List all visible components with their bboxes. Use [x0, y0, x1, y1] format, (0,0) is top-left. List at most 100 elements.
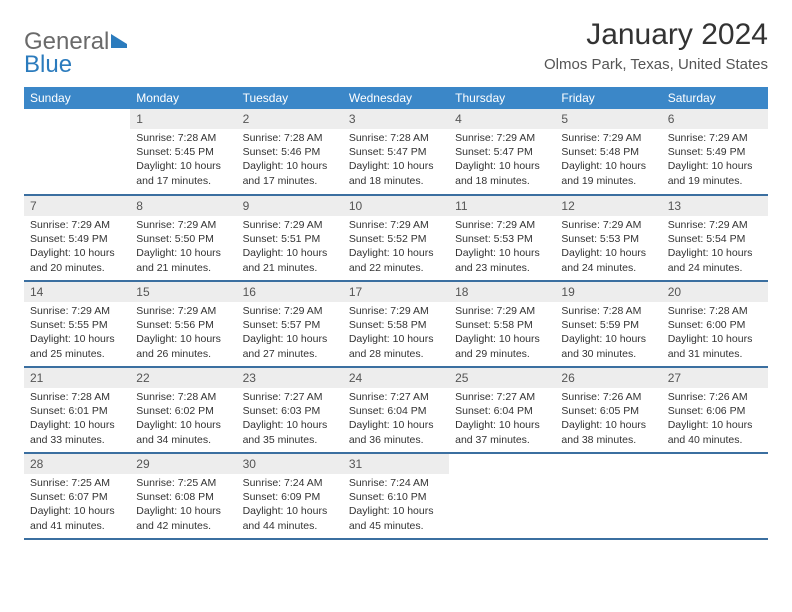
day-content: Sunrise: 7:29 AMSunset: 5:52 PMDaylight:…	[343, 216, 449, 279]
day-number: 13	[662, 196, 768, 216]
calendar-cell: 1Sunrise: 7:28 AMSunset: 5:45 PMDaylight…	[130, 109, 236, 195]
day-content: Sunrise: 7:27 AMSunset: 6:04 PMDaylight:…	[449, 388, 555, 451]
calendar-cell: 29Sunrise: 7:25 AMSunset: 6:08 PMDayligh…	[130, 453, 236, 539]
day-number: 19	[555, 282, 661, 302]
brand-part2: Blue	[24, 51, 72, 79]
day-content: Sunrise: 7:29 AMSunset: 5:48 PMDaylight:…	[555, 129, 661, 192]
calendar-cell: 6Sunrise: 7:29 AMSunset: 5:49 PMDaylight…	[662, 109, 768, 195]
day-number: 4	[449, 109, 555, 129]
calendar-cell: 7Sunrise: 7:29 AMSunset: 5:49 PMDaylight…	[24, 195, 130, 281]
day-content: Sunrise: 7:24 AMSunset: 6:10 PMDaylight:…	[343, 474, 449, 537]
weekday-header: Monday	[130, 87, 236, 109]
day-content: Sunrise: 7:28 AMSunset: 6:02 PMDaylight:…	[130, 388, 236, 451]
calendar-body: 1Sunrise: 7:28 AMSunset: 5:45 PMDaylight…	[24, 109, 768, 539]
calendar-cell: 18Sunrise: 7:29 AMSunset: 5:58 PMDayligh…	[449, 281, 555, 367]
calendar-cell: 11Sunrise: 7:29 AMSunset: 5:53 PMDayligh…	[449, 195, 555, 281]
day-number: 8	[130, 196, 236, 216]
calendar-cell: 13Sunrise: 7:29 AMSunset: 5:54 PMDayligh…	[662, 195, 768, 281]
day-content: Sunrise: 7:29 AMSunset: 5:53 PMDaylight:…	[555, 216, 661, 279]
day-number: 25	[449, 368, 555, 388]
day-content: Sunrise: 7:29 AMSunset: 5:53 PMDaylight:…	[449, 216, 555, 279]
weekday-header: Sunday	[24, 87, 130, 109]
day-number: 23	[237, 368, 343, 388]
day-number: 27	[662, 368, 768, 388]
day-number-empty	[24, 109, 130, 129]
calendar-cell	[662, 453, 768, 539]
day-number: 15	[130, 282, 236, 302]
day-content: Sunrise: 7:29 AMSunset: 5:57 PMDaylight:…	[237, 302, 343, 365]
day-number: 18	[449, 282, 555, 302]
calendar-cell: 14Sunrise: 7:29 AMSunset: 5:55 PMDayligh…	[24, 281, 130, 367]
calendar-cell: 17Sunrise: 7:29 AMSunset: 5:58 PMDayligh…	[343, 281, 449, 367]
day-content: Sunrise: 7:26 AMSunset: 6:06 PMDaylight:…	[662, 388, 768, 451]
day-number: 3	[343, 109, 449, 129]
day-content: Sunrise: 7:29 AMSunset: 5:58 PMDaylight:…	[343, 302, 449, 365]
weekday-header: Saturday	[662, 87, 768, 109]
day-number: 16	[237, 282, 343, 302]
calendar-cell: 19Sunrise: 7:28 AMSunset: 5:59 PMDayligh…	[555, 281, 661, 367]
day-number-empty	[662, 454, 768, 474]
day-number: 10	[343, 196, 449, 216]
day-content: Sunrise: 7:28 AMSunset: 5:47 PMDaylight:…	[343, 129, 449, 192]
calendar-cell: 23Sunrise: 7:27 AMSunset: 6:03 PMDayligh…	[237, 367, 343, 453]
calendar-page: General January 2024 Olmos Park, Texas, …	[0, 0, 792, 540]
calendar-cell: 31Sunrise: 7:24 AMSunset: 6:10 PMDayligh…	[343, 453, 449, 539]
calendar-cell	[555, 453, 661, 539]
calendar-cell: 12Sunrise: 7:29 AMSunset: 5:53 PMDayligh…	[555, 195, 661, 281]
calendar-cell: 5Sunrise: 7:29 AMSunset: 5:48 PMDaylight…	[555, 109, 661, 195]
calendar-cell: 9Sunrise: 7:29 AMSunset: 5:51 PMDaylight…	[237, 195, 343, 281]
calendar-header: SundayMondayTuesdayWednesdayThursdayFrid…	[24, 87, 768, 109]
day-number: 5	[555, 109, 661, 129]
day-number: 30	[237, 454, 343, 474]
day-content: Sunrise: 7:29 AMSunset: 5:58 PMDaylight:…	[449, 302, 555, 365]
logo-flag-icon	[111, 34, 127, 48]
calendar-cell: 25Sunrise: 7:27 AMSunset: 6:04 PMDayligh…	[449, 367, 555, 453]
day-content: Sunrise: 7:29 AMSunset: 5:56 PMDaylight:…	[130, 302, 236, 365]
day-number: 2	[237, 109, 343, 129]
calendar-cell: 22Sunrise: 7:28 AMSunset: 6:02 PMDayligh…	[130, 367, 236, 453]
calendar-cell: 16Sunrise: 7:29 AMSunset: 5:57 PMDayligh…	[237, 281, 343, 367]
day-number: 9	[237, 196, 343, 216]
calendar-cell: 28Sunrise: 7:25 AMSunset: 6:07 PMDayligh…	[24, 453, 130, 539]
day-content: Sunrise: 7:28 AMSunset: 5:45 PMDaylight:…	[130, 129, 236, 192]
day-number-empty	[449, 454, 555, 474]
day-content: Sunrise: 7:29 AMSunset: 5:49 PMDaylight:…	[662, 129, 768, 192]
weekday-header: Friday	[555, 87, 661, 109]
month-title: January 2024	[544, 18, 768, 52]
weekday-header: Wednesday	[343, 87, 449, 109]
day-content: Sunrise: 7:25 AMSunset: 6:07 PMDaylight:…	[24, 474, 130, 537]
calendar-cell: 26Sunrise: 7:26 AMSunset: 6:05 PMDayligh…	[555, 367, 661, 453]
day-content: Sunrise: 7:28 AMSunset: 6:00 PMDaylight:…	[662, 302, 768, 365]
calendar-cell: 15Sunrise: 7:29 AMSunset: 5:56 PMDayligh…	[130, 281, 236, 367]
day-number: 31	[343, 454, 449, 474]
calendar-row: 21Sunrise: 7:28 AMSunset: 6:01 PMDayligh…	[24, 367, 768, 453]
day-content: Sunrise: 7:29 AMSunset: 5:49 PMDaylight:…	[24, 216, 130, 279]
day-content: Sunrise: 7:29 AMSunset: 5:51 PMDaylight:…	[237, 216, 343, 279]
day-content: Sunrise: 7:29 AMSunset: 5:54 PMDaylight:…	[662, 216, 768, 279]
location-text: Olmos Park, Texas, United States	[544, 56, 768, 73]
day-content: Sunrise: 7:28 AMSunset: 5:59 PMDaylight:…	[555, 302, 661, 365]
calendar-cell: 20Sunrise: 7:28 AMSunset: 6:00 PMDayligh…	[662, 281, 768, 367]
day-number: 17	[343, 282, 449, 302]
day-number-empty	[555, 454, 661, 474]
calendar-row: 1Sunrise: 7:28 AMSunset: 5:45 PMDaylight…	[24, 109, 768, 195]
weekday-header: Thursday	[449, 87, 555, 109]
calendar-cell: 3Sunrise: 7:28 AMSunset: 5:47 PMDaylight…	[343, 109, 449, 195]
calendar-cell: 24Sunrise: 7:27 AMSunset: 6:04 PMDayligh…	[343, 367, 449, 453]
day-content: Sunrise: 7:28 AMSunset: 6:01 PMDaylight:…	[24, 388, 130, 451]
day-content: Sunrise: 7:29 AMSunset: 5:55 PMDaylight:…	[24, 302, 130, 365]
calendar-cell: 21Sunrise: 7:28 AMSunset: 6:01 PMDayligh…	[24, 367, 130, 453]
day-content: Sunrise: 7:27 AMSunset: 6:03 PMDaylight:…	[237, 388, 343, 451]
day-number: 22	[130, 368, 236, 388]
day-number: 12	[555, 196, 661, 216]
day-number: 24	[343, 368, 449, 388]
day-content: Sunrise: 7:27 AMSunset: 6:04 PMDaylight:…	[343, 388, 449, 451]
day-number: 1	[130, 109, 236, 129]
day-number: 29	[130, 454, 236, 474]
calendar-cell	[449, 453, 555, 539]
day-content: Sunrise: 7:29 AMSunset: 5:50 PMDaylight:…	[130, 216, 236, 279]
day-number: 21	[24, 368, 130, 388]
calendar-cell: 2Sunrise: 7:28 AMSunset: 5:46 PMDaylight…	[237, 109, 343, 195]
day-number: 11	[449, 196, 555, 216]
day-content: Sunrise: 7:25 AMSunset: 6:08 PMDaylight:…	[130, 474, 236, 537]
